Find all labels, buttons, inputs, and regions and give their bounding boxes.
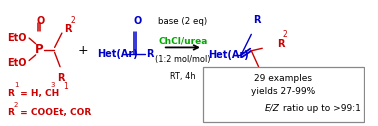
Text: O: O	[36, 16, 45, 26]
Text: 2: 2	[70, 16, 75, 25]
Text: base (2 eq): base (2 eq)	[158, 17, 208, 26]
Text: R: R	[57, 73, 65, 83]
Text: R: R	[64, 24, 72, 34]
Text: R: R	[146, 49, 154, 59]
Text: yields 27-99%: yields 27-99%	[251, 87, 316, 96]
Text: R: R	[263, 77, 271, 87]
Text: = COOEt, COR: = COOEt, COR	[17, 108, 92, 117]
Text: 1: 1	[63, 82, 68, 91]
Text: E/Z: E/Z	[265, 104, 280, 113]
Text: 2: 2	[14, 102, 18, 108]
Text: 1: 1	[14, 82, 18, 88]
Text: R: R	[254, 15, 261, 25]
Text: 3: 3	[50, 82, 55, 88]
Text: 1: 1	[269, 87, 274, 96]
Text: ChCl/urea: ChCl/urea	[158, 36, 208, 45]
Text: ratio up to >99:1: ratio up to >99:1	[280, 104, 361, 113]
Text: R: R	[7, 89, 14, 98]
Text: (1:2 mol/mol): (1:2 mol/mol)	[155, 55, 211, 64]
Text: P: P	[35, 43, 44, 56]
Text: EtO: EtO	[7, 58, 27, 68]
Text: O: O	[134, 16, 142, 26]
Text: Het(Ar): Het(Ar)	[208, 50, 249, 60]
Text: EtO: EtO	[7, 33, 27, 43]
FancyBboxPatch shape	[203, 67, 364, 122]
Text: +: +	[77, 44, 88, 57]
Text: = H, CH: = H, CH	[17, 89, 60, 98]
Text: R: R	[277, 39, 284, 49]
Text: 29 examples: 29 examples	[254, 74, 312, 83]
Text: 2: 2	[283, 30, 287, 39]
Text: Het(Ar): Het(Ar)	[97, 49, 138, 59]
Text: R: R	[7, 108, 14, 117]
Text: RT, 4h: RT, 4h	[170, 72, 196, 81]
